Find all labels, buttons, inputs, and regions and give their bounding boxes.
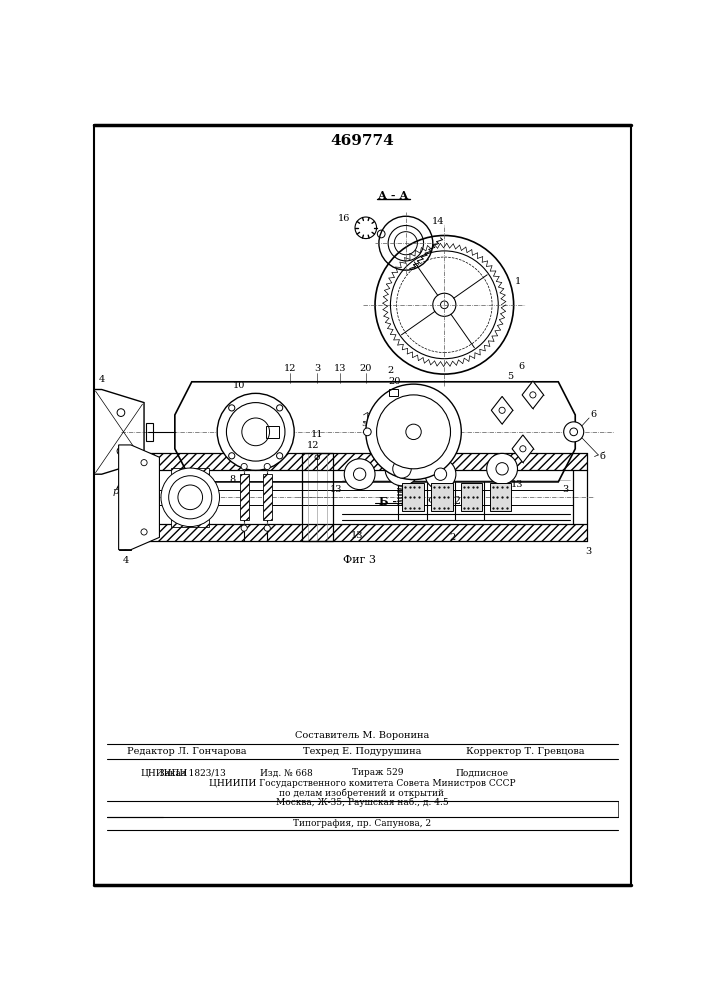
Text: 13: 13 <box>334 364 346 373</box>
Text: 13: 13 <box>511 480 524 489</box>
Text: 6: 6 <box>590 410 596 419</box>
Bar <box>240 474 249 520</box>
Circle shape <box>217 393 294 470</box>
Circle shape <box>161 468 219 527</box>
Circle shape <box>406 424 421 440</box>
Bar <box>171 468 209 527</box>
Text: 4: 4 <box>123 556 129 565</box>
Text: ЦНИИПИ: ЦНИИПИ <box>140 768 187 777</box>
Bar <box>389 389 398 396</box>
Circle shape <box>242 418 269 446</box>
Text: 2: 2 <box>387 366 394 375</box>
Bar <box>460 483 482 511</box>
Polygon shape <box>491 396 513 424</box>
Text: p: p <box>112 487 119 496</box>
Text: 3: 3 <box>562 485 568 494</box>
Text: 469774: 469774 <box>330 134 394 148</box>
Bar <box>402 483 423 511</box>
Circle shape <box>169 476 212 519</box>
Circle shape <box>393 460 411 478</box>
Text: Составитель М. Воронина: Составитель М. Воронина <box>295 732 429 740</box>
Text: 5: 5 <box>361 420 366 428</box>
Bar <box>146 423 153 441</box>
Circle shape <box>344 459 375 490</box>
Text: Фиг 2: Фиг 2 <box>428 496 461 506</box>
Text: 8: 8 <box>230 475 235 484</box>
Text: 1: 1 <box>515 277 521 286</box>
Text: по делам изобретений и открытий: по делам изобретений и открытий <box>279 788 445 798</box>
Polygon shape <box>522 381 544 409</box>
Circle shape <box>141 460 147 466</box>
Text: Б - Б: Б - Б <box>379 496 410 507</box>
Bar <box>140 453 587 470</box>
Bar <box>262 474 272 520</box>
Text: 13: 13 <box>351 531 363 540</box>
Circle shape <box>425 459 456 490</box>
Circle shape <box>563 422 584 442</box>
Circle shape <box>363 428 371 436</box>
Circle shape <box>385 452 419 486</box>
Circle shape <box>241 463 247 470</box>
Circle shape <box>486 453 518 484</box>
Text: 10: 10 <box>233 381 245 390</box>
Text: Типография, пр. Сапунова, 2: Типография, пр. Сапунова, 2 <box>293 819 431 828</box>
Text: Корректор Т. Гревцова: Корректор Т. Гревцова <box>466 747 585 756</box>
Text: Заказ 1823/13: Заказ 1823/13 <box>160 768 226 777</box>
Text: 3: 3 <box>585 547 592 556</box>
Text: Техред Е. Подурушина: Техред Е. Подурушина <box>303 747 421 756</box>
Text: 12: 12 <box>284 364 297 373</box>
Circle shape <box>264 463 270 470</box>
Text: 12: 12 <box>308 441 320 450</box>
Text: 4: 4 <box>98 375 105 384</box>
Text: А - А: А - А <box>378 190 408 201</box>
Bar <box>490 483 511 511</box>
Text: Редактор Л. Гончарова: Редактор Л. Гончарова <box>127 747 246 756</box>
Circle shape <box>434 468 447 480</box>
Text: б: б <box>600 452 605 461</box>
Bar <box>431 483 452 511</box>
Text: Тираж 529: Тираж 529 <box>352 768 404 777</box>
Text: Москва, Ж-35, Раушская наб., д. 4.5: Москва, Ж-35, Раушская наб., д. 4.5 <box>276 797 448 807</box>
Bar <box>267 426 279 438</box>
Text: 13: 13 <box>330 485 343 494</box>
Bar <box>302 453 333 541</box>
Text: 16: 16 <box>338 214 351 223</box>
Text: ЦНИИПИ Государственного комитета Совета Министров СССР: ЦНИИПИ Государственного комитета Совета … <box>209 779 515 788</box>
Polygon shape <box>119 445 160 550</box>
Circle shape <box>496 463 508 475</box>
Circle shape <box>354 468 366 480</box>
Text: Изд. № 668: Изд. № 668 <box>259 768 312 777</box>
Circle shape <box>366 384 461 480</box>
Circle shape <box>178 485 203 510</box>
Text: 2: 2 <box>449 533 455 542</box>
Text: Фиг 3: Фиг 3 <box>343 555 376 565</box>
Circle shape <box>377 395 450 469</box>
Text: Подписное: Подписное <box>456 768 509 777</box>
Text: 14: 14 <box>432 217 445 226</box>
Text: 11: 11 <box>311 430 324 439</box>
Text: 20: 20 <box>360 364 372 373</box>
Circle shape <box>226 403 285 461</box>
Text: 5: 5 <box>507 372 513 381</box>
Polygon shape <box>512 435 534 463</box>
Circle shape <box>241 525 247 531</box>
Bar <box>119 445 131 550</box>
Bar <box>140 524 587 541</box>
Text: 20: 20 <box>388 377 400 386</box>
Text: 7: 7 <box>526 381 532 390</box>
Circle shape <box>141 529 147 535</box>
Text: 6: 6 <box>518 362 525 371</box>
Text: 3: 3 <box>314 364 320 373</box>
Circle shape <box>264 525 270 531</box>
